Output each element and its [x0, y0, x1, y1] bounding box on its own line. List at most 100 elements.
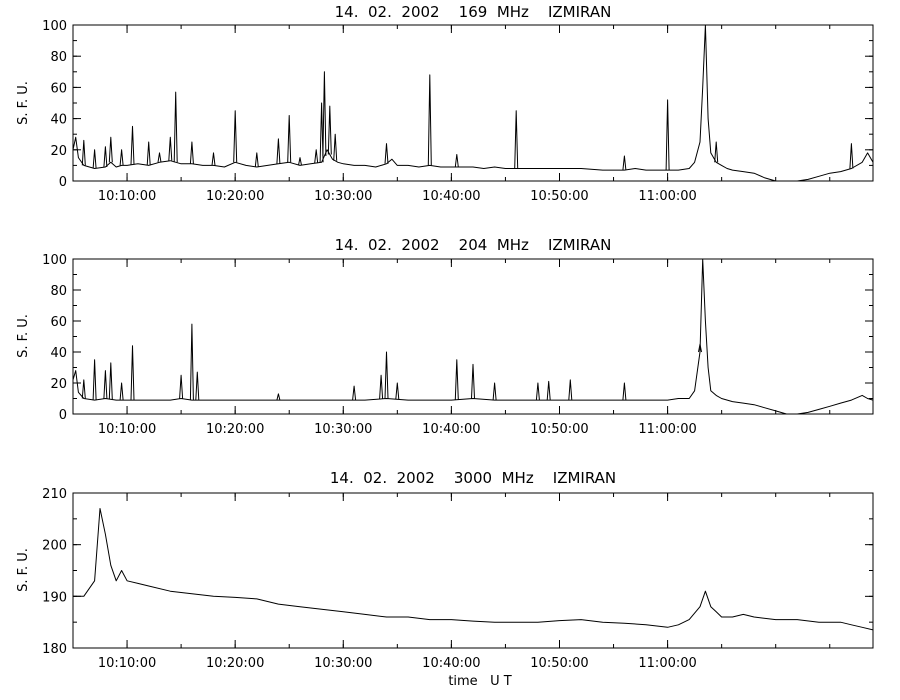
spike-204mhz — [189, 323, 194, 401]
x-tick-label-169mhz: 10:40:00 — [422, 189, 480, 204]
spike-169mhz — [92, 149, 97, 169]
spike-169mhz — [327, 105, 332, 155]
y-tick-label-169mhz: 80 — [50, 50, 67, 65]
y-tick-label-204mhz: 0 — [59, 408, 67, 423]
panel-204mhz-generated: 0 20 40 60 80 100 10:10:00 10:20:00 10:30:00 10:4… — [42, 253, 874, 437]
spike-169mhz — [333, 133, 338, 161]
spike-204mhz — [471, 363, 475, 399]
y-tick-label-204mhz: 40 — [50, 346, 67, 361]
x-tick-label-169mhz: 10:50:00 — [530, 189, 588, 204]
x-tick-label-3000mhz: 10:20:00 — [206, 656, 264, 671]
spike-169mhz — [108, 136, 113, 163]
panel-title-3000mhz: 14. 02. 2002 3000 MHz IZMIRAN — [330, 469, 616, 487]
x-tick-label-204mhz: 10:50:00 — [530, 422, 588, 437]
y-axis-label-3000mhz: S. F. U. — [16, 548, 31, 592]
spike-169mhz — [173, 91, 178, 163]
spike-204mhz — [276, 393, 281, 401]
plot-frame-3000mhz — [72, 492, 874, 649]
spike-169mhz — [254, 152, 259, 168]
x-tick-label-204mhz: 10:40:00 — [422, 422, 480, 437]
y-tick-label-204mhz: 20 — [50, 377, 67, 392]
panel-169mhz-generated: 0 20 40 60 80 100 10:10:00 10:20:00 10:30:00 10:4… — [42, 19, 874, 204]
spike-204mhz — [698, 343, 702, 353]
spike-169mhz — [319, 102, 324, 163]
y-tick-label-3000mhz: 210 — [42, 487, 67, 502]
spike-169mhz — [384, 143, 389, 164]
spike-169mhz — [849, 143, 854, 169]
panel-title-169mhz: 14. 02. 2002 169 MHz IZMIRAN — [335, 3, 612, 21]
y-tick-label-3000mhz: 180 — [42, 642, 67, 657]
spike-169mhz — [427, 74, 432, 166]
x-tick-label-169mhz: 11:00:00 — [638, 189, 696, 204]
series-line-169mhz — [72, 24, 874, 182]
x-tick-label-3000mhz: 10:40:00 — [422, 656, 480, 671]
spike-204mhz — [568, 379, 573, 401]
spike-169mhz — [298, 157, 302, 166]
panel-3000mhz: 14. 02. 2002 3000 MHz IZMIRAN S. F. U. t… — [16, 469, 874, 689]
spike-169mhz — [146, 141, 151, 166]
x-tick-label-169mhz: 10:20:00 — [206, 189, 264, 204]
x-tick-label-204mhz: 10:30:00 — [314, 422, 372, 437]
x-axis-label-3000mhz: time U T — [448, 674, 511, 689]
x-tick-label-3000mhz: 10:50:00 — [530, 656, 588, 671]
spike-169mhz — [514, 110, 519, 169]
spike-169mhz — [81, 139, 86, 166]
spike-169mhz — [119, 149, 124, 166]
series-line-204mhz — [72, 258, 874, 415]
x-tick-label-3000mhz: 10:10:00 — [98, 656, 156, 671]
y-axis-label-169mhz: S. F. U. — [16, 81, 31, 125]
spike-204mhz — [352, 385, 357, 401]
spike-204mhz — [384, 351, 389, 399]
y-tick-label-3000mhz: 190 — [42, 590, 67, 605]
spike-169mhz — [211, 152, 216, 166]
spike-204mhz — [535, 382, 540, 401]
spike-204mhz — [622, 382, 627, 401]
series-line-3000mhz — [73, 508, 874, 631]
spike-204mhz — [119, 382, 124, 401]
y-tick-label-204mhz: 80 — [50, 284, 67, 299]
x-tick-label-169mhz: 10:30:00 — [314, 189, 372, 204]
x-tick-label-3000mhz: 11:00:00 — [638, 656, 696, 671]
x-tick-label-204mhz: 10:20:00 — [206, 422, 264, 437]
spike-169mhz — [454, 154, 459, 168]
spike-204mhz — [454, 359, 459, 400]
spike-169mhz — [276, 138, 281, 164]
spike-204mhz — [395, 382, 400, 400]
spike-169mhz — [665, 99, 670, 171]
x-tick-label-3000mhz: 10:30:00 — [314, 656, 372, 671]
spike-204mhz — [195, 371, 200, 401]
y-tick-label-169mhz: 100 — [42, 19, 67, 34]
y-tick-label-169mhz: 60 — [50, 81, 67, 96]
spike-169mhz — [233, 110, 238, 163]
panel-title-204mhz: 14. 02. 2002 204 MHz IZMIRAN — [335, 236, 612, 254]
spike-204mhz — [81, 379, 86, 399]
spike-204mhz — [103, 370, 108, 399]
y-tick-label-169mhz: 20 — [50, 144, 67, 159]
spike-169mhz — [622, 155, 627, 171]
spike-169mhz — [714, 141, 719, 163]
spike-169mhz — [157, 152, 162, 163]
spike-169mhz — [287, 115, 292, 163]
y-axis-label-204mhz: S. F. U. — [16, 314, 31, 358]
spike-204mhz — [130, 345, 135, 401]
spike-169mhz — [189, 141, 194, 164]
x-tick-label-204mhz: 11:00:00 — [638, 422, 696, 437]
spike-169mhz — [314, 149, 319, 164]
panel-204mhz: 14. 02. 2002 204 MHz IZMIRAN S. F. U. 0 2… — [16, 236, 874, 437]
spike-204mhz — [379, 374, 384, 399]
panel-169mhz: 14. 02. 2002 169 MHz IZMIRAN S. F. U. 0 2… — [16, 3, 874, 204]
y-tick-label-169mhz: 40 — [50, 113, 67, 128]
y-tick-label-169mhz: 0 — [59, 175, 67, 190]
spike-204mhz — [492, 382, 497, 401]
x-tick-label-169mhz: 10:10:00 — [98, 189, 156, 204]
y-tick-label-204mhz: 100 — [42, 253, 67, 268]
spike-169mhz — [322, 71, 327, 157]
panel-3000mhz-generated: 180 190 200 210 10:10:00 10:20:00 10:30:00 10:4… — [42, 487, 874, 671]
y-tick-label-204mhz: 60 — [50, 315, 67, 330]
spike-169mhz — [130, 125, 135, 165]
spike-204mhz — [546, 380, 551, 401]
spike-169mhz — [168, 136, 173, 161]
spike-169mhz — [103, 146, 108, 168]
spike-204mhz — [179, 374, 184, 399]
